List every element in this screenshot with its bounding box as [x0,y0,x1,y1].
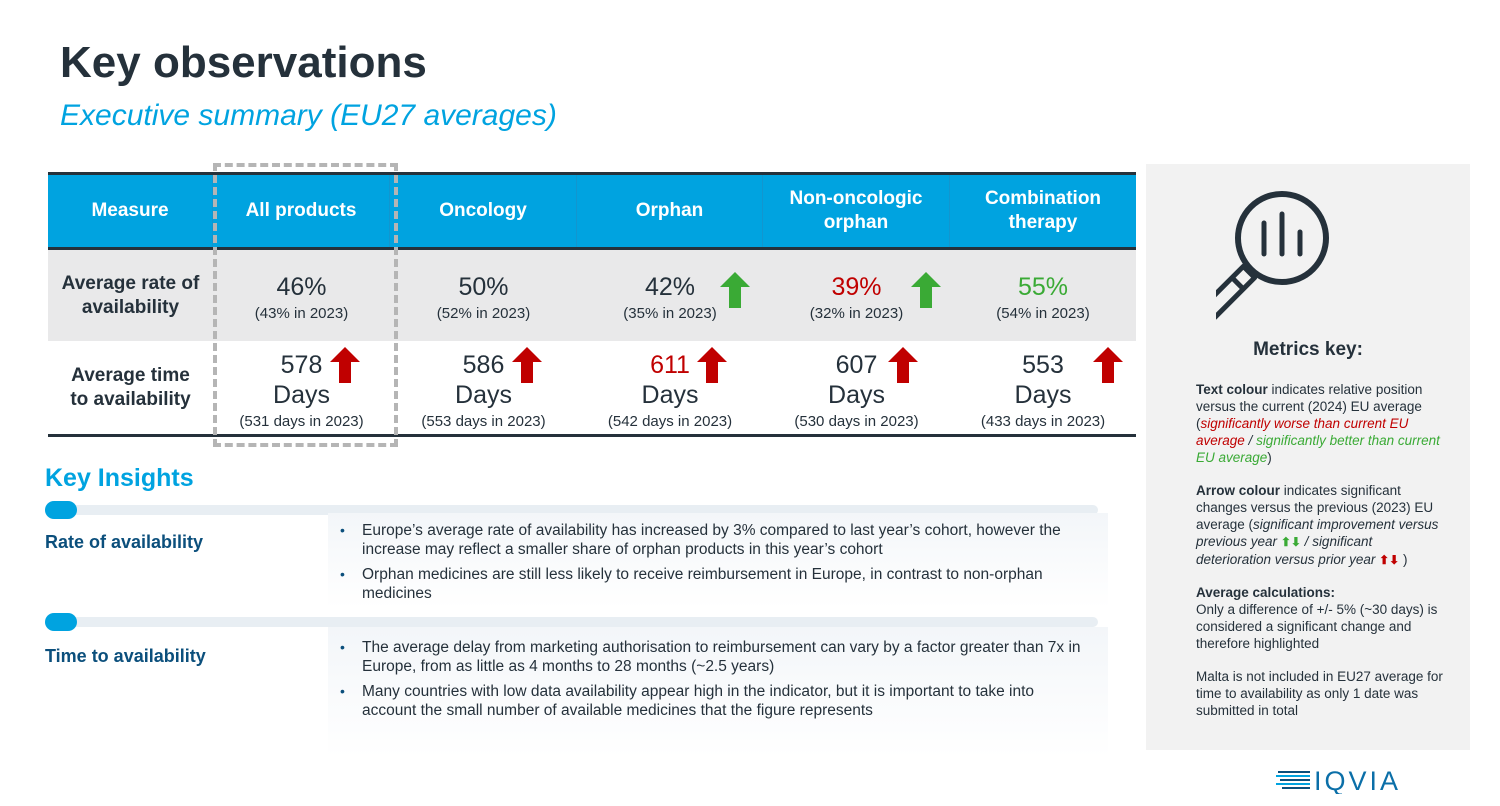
rate-cell: 50% (52% in 2023) [390,250,577,341]
time-value: 611 [650,351,690,379]
metrics-key-panel: Metrics key: Text colour indicates relat… [1146,164,1470,750]
table-row-time: Average time to availability 578 Days (5… [48,341,1136,437]
insight-bullet: Europe’s average rate of availability ha… [340,521,1088,559]
section-label-time: Time to availability [45,646,206,666]
row-label-time: Average time to availability [48,341,213,434]
time-value: 586 [462,351,505,379]
col-header-all-products: All products [213,175,390,247]
time-cell: 607 Days (530 days in 2023) [763,341,950,434]
separator: / [1244,433,1257,448]
insights-box-rate: Europe’s average rate of availability ha… [328,513,1108,608]
insights-box-time: The average delay from marketing authori… [328,627,1108,757]
time-cell: 578 Days (531 days in 2023) [213,341,390,434]
note-text: indicates significant changes versus the… [1196,483,1434,532]
row-label-rate: Average rate of availability [48,250,213,341]
time-cell: 553 Days (433 days in 2023) [950,341,1136,434]
rate-value: 42% [644,273,696,301]
insight-bullet: Orphan medicines are still less likely t… [340,565,1088,603]
time-previous: (553 days in 2023) [421,413,546,430]
time-value: 607 [835,351,878,379]
separator: / [1300,534,1313,549]
rate-cell: 39% (32% in 2023) [763,250,950,341]
page-subtitle: Executive summary (EU27 averages) [60,99,557,132]
note-text: indicates relative position versus the c… [1196,382,1423,431]
note-text: ) [1399,552,1408,567]
iqvia-logo: IQVIA [1276,766,1421,796]
section-label-rate: Rate of availability [45,532,204,552]
key-insights-title: Key Insights [45,464,194,492]
rate-value: 55% [1017,273,1069,301]
time-previous: (531 days in 2023) [239,413,364,430]
arrow-up-red-icon [1093,347,1123,383]
note-text: Only a difference of +/- 5% (~30 days) i… [1196,602,1438,651]
rate-previous: (35% in 2023) [623,305,717,322]
text-colour-note: Text colour indicates relative position … [1196,381,1446,466]
time-value: 578 [280,351,323,379]
rate-value: 50% [458,273,509,301]
time-cell: 611 Days (542 days in 2023) [577,341,763,434]
table-header-row: Measure All products Oncology Orphan Non… [48,172,1136,250]
time-unit: Days [828,381,885,409]
time-previous: (530 days in 2023) [794,413,919,430]
section-marker [45,613,77,631]
logo-text: IQVIA [1314,766,1401,794]
insight-bullet: Many countries with low data availabilit… [340,682,1088,720]
metrics-key-title: Metrics key: [1253,339,1363,360]
time-unit: Days [455,381,512,409]
section-divider [45,617,1098,627]
row-label-text: Average time to availability [70,364,191,410]
arrow-up-red-icon [512,347,542,383]
rate-value: 46% [276,273,327,301]
deterioration-legend-text: significant deterioration versus prior y… [1196,534,1376,567]
rate-cell: 46% (43% in 2023) [213,250,390,341]
better-legend-text: significantly better than current EU ave… [1196,433,1440,465]
col-header-label: Non-oncologic orphan [789,188,923,233]
col-header-oncology: Oncology [390,175,577,247]
col-header-label: Combination therapy [984,188,1102,233]
arrow-up-red-icon [697,347,727,383]
rate-cell: 55% (54% in 2023) [950,250,1136,341]
time-previous: (542 days in 2023) [607,413,733,430]
red-up-down-arrows-icon: ⬆⬇ [1379,553,1400,567]
logo-lines-icon [1276,771,1310,789]
green-up-down-arrows-icon: ⬆⬇ [1280,535,1301,549]
arrow-up-red-icon [888,347,918,383]
average-calc-note: Average calculations: Only a difference o… [1196,584,1446,652]
arrow-up-green-icon [911,272,941,308]
page-title: Key observations [60,38,427,87]
time-value: 553 [1022,351,1064,379]
note-heading: Arrow colour [1196,483,1281,498]
col-header-orphan: Orphan [577,175,763,247]
rate-previous: (54% in 2023) [996,305,1090,322]
insight-bullet: The average delay from marketing authori… [340,638,1088,676]
arrow-colour-note: Arrow colour indicates significant chang… [1196,482,1446,569]
time-cell: 586 Days (553 days in 2023) [390,341,577,434]
time-previous: (433 days in 2023) [980,413,1106,430]
note-heading: Text colour [1196,382,1268,397]
row-label-text: Average rate of availability [61,272,200,318]
note-heading: Average calculations: [1196,585,1336,600]
arrow-up-red-icon [330,347,360,383]
arrow-up-green-icon [720,272,750,308]
improvement-legend-text: significant improvement versus previous … [1196,517,1439,549]
magnifier-chart-icon [1201,186,1336,326]
rate-value: 39% [831,273,882,301]
rate-previous: (32% in 2023) [809,305,904,322]
rate-previous: (43% in 2023) [254,305,349,322]
note-text: ) [1267,450,1272,465]
time-unit: Days [1014,381,1072,409]
worse-legend-text: significantly worse than current EU aver… [1196,416,1409,448]
time-unit: Days [641,381,699,409]
table-row-rate: Average rate of availability 46% (43% in … [48,250,1136,341]
malta-note: Malta is not included in EU27 average fo… [1196,669,1443,718]
section-marker [45,501,77,519]
col-header-combination-therapy: Combination therapy [950,175,1136,247]
section-divider [45,505,1098,515]
summary-table: Measure All products Oncology Orphan Non… [48,172,1136,437]
rate-cell: 42% (35% in 2023) [577,250,763,341]
rate-previous: (52% in 2023) [436,305,531,322]
col-header-measure: Measure [48,175,213,247]
time-unit: Days [273,381,330,409]
col-header-non-oncologic-orphan: Non-oncologic orphan [763,175,950,247]
